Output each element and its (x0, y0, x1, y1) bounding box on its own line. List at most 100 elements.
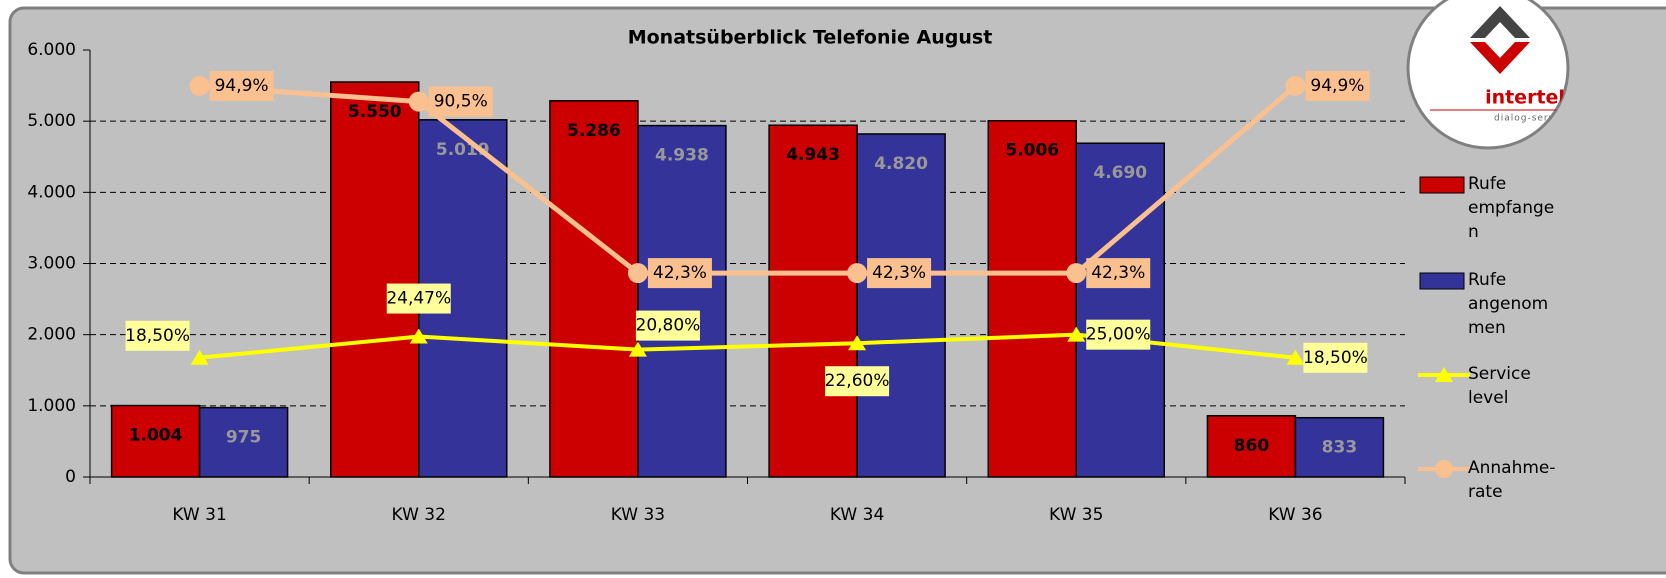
line-value-label: 94,9% (1305, 70, 1370, 101)
bar (768, 124, 858, 478)
label-box (125, 320, 190, 351)
x-tick-label: KW 34 (830, 505, 884, 525)
line-value-label: 42,3% (867, 258, 932, 289)
line-marker (1285, 75, 1306, 96)
label-box (428, 86, 493, 117)
label-text: 94,9% (215, 76, 269, 96)
label-text: 42,3% (1091, 263, 1145, 283)
x-tick-label: KW 31 (172, 505, 226, 525)
line-marker (627, 263, 648, 284)
y-tick-label: 0 (65, 467, 76, 487)
bar (1294, 416, 1385, 478)
x-tick-label: KW 33 (611, 505, 665, 525)
bar (110, 404, 201, 478)
legend-marker (1435, 460, 1453, 478)
label-box (635, 310, 700, 341)
line-marker (189, 75, 210, 96)
bar-value-label: 4.938 (655, 146, 709, 166)
label-box (1305, 70, 1370, 101)
line-value-label: 42,3% (1086, 258, 1151, 289)
line-marker (409, 328, 428, 344)
chart-title: Monatsüberblick Telefonie August (628, 27, 993, 49)
logo-shape (1470, 6, 1530, 38)
label-text: 22,60% (825, 371, 890, 391)
label-box (1303, 342, 1368, 373)
legend-label: Annahme-rate (1468, 458, 1556, 502)
bar-value-label: 4.943 (786, 145, 840, 165)
label-text: 18,50% (1303, 348, 1368, 368)
line-value-label: 25,00% (1086, 319, 1151, 350)
legend-swatch (1419, 272, 1465, 290)
legend-label: Rufe angenommen (1468, 270, 1549, 338)
y-tick-label: 1.000 (27, 396, 76, 416)
line-marker (847, 263, 868, 284)
bar-value-label: 1.004 (129, 426, 183, 446)
label-box (867, 258, 932, 289)
line-marker (190, 349, 209, 365)
label-text: 18,50% (125, 326, 190, 346)
x-tick-label: KW 36 (1268, 505, 1322, 525)
label-text: 25,00% (1086, 325, 1151, 345)
label-text: 24,47% (386, 289, 451, 309)
bar (987, 119, 1077, 478)
label-box (1086, 258, 1151, 289)
y-tick-label: 3.000 (27, 254, 76, 274)
y-tick-label: 2.000 (27, 325, 76, 345)
logo-tagline: dialog-service-gmb (1494, 114, 1598, 124)
label-text: 42,3% (653, 263, 707, 283)
line-value-label: 18,50% (1303, 342, 1368, 373)
bar (637, 124, 727, 478)
bar (330, 81, 420, 478)
bar (1206, 415, 1297, 478)
bar-value-label: 4.690 (1093, 163, 1147, 183)
bar (198, 406, 289, 478)
label-box (209, 70, 274, 101)
line-value-label: 24,47% (386, 283, 451, 314)
bar (418, 119, 508, 478)
logo-shape (1470, 42, 1530, 74)
x-tick-label: KW 32 (392, 505, 446, 525)
label-box (1086, 319, 1151, 350)
label-text: 20,80% (636, 316, 701, 336)
y-tick-label: 4.000 (27, 182, 76, 202)
line-marker (628, 341, 647, 357)
label-box (386, 283, 451, 314)
bar (549, 100, 639, 478)
y-tick-label: 6.000 (27, 40, 76, 60)
line-marker (1066, 263, 1087, 284)
legend-label: Rufe empfangen (1468, 174, 1555, 242)
bar (856, 133, 946, 478)
bar (1075, 142, 1165, 478)
bar-value-label: 5.550 (348, 102, 402, 122)
bar-value-label: 975 (226, 428, 262, 448)
line (199, 83, 1298, 276)
label-box (647, 258, 712, 289)
bar-value-label: 4.820 (874, 154, 928, 174)
label-text: 42,3% (872, 263, 926, 283)
label-box (825, 366, 890, 397)
label-text: 90,5% (434, 92, 488, 112)
line-value-label: 22,60% (825, 366, 890, 397)
legend-swatch (1419, 176, 1465, 194)
y-tick-label: 5.000 (27, 111, 76, 131)
x-tick-label: KW 35 (1049, 505, 1103, 525)
bar-value-label: 833 (1322, 438, 1358, 458)
line-marker (1067, 326, 1086, 342)
legend-label: Service level (1468, 364, 1531, 408)
line-marker (1286, 349, 1305, 365)
logo-name: intertel (1485, 87, 1565, 109)
line-marker (848, 335, 867, 351)
logo: intertel dialog-service-gmb (1406, 0, 1598, 150)
line-marker (408, 91, 429, 112)
bar-value-label: 5.006 (1005, 141, 1059, 161)
bar-value-label: 860 (1234, 436, 1270, 456)
line-value-label: 42,3% (647, 258, 712, 289)
line-value-label: 94,9% (209, 70, 274, 101)
label-text: 94,9% (1310, 76, 1364, 96)
line-value-label: 90,5% (428, 86, 493, 117)
bar-value-label: 5.286 (567, 121, 621, 141)
line-value-label: 20,80% (635, 310, 701, 341)
line-value-label: 18,50% (125, 320, 190, 351)
legend-marker (1435, 367, 1453, 382)
